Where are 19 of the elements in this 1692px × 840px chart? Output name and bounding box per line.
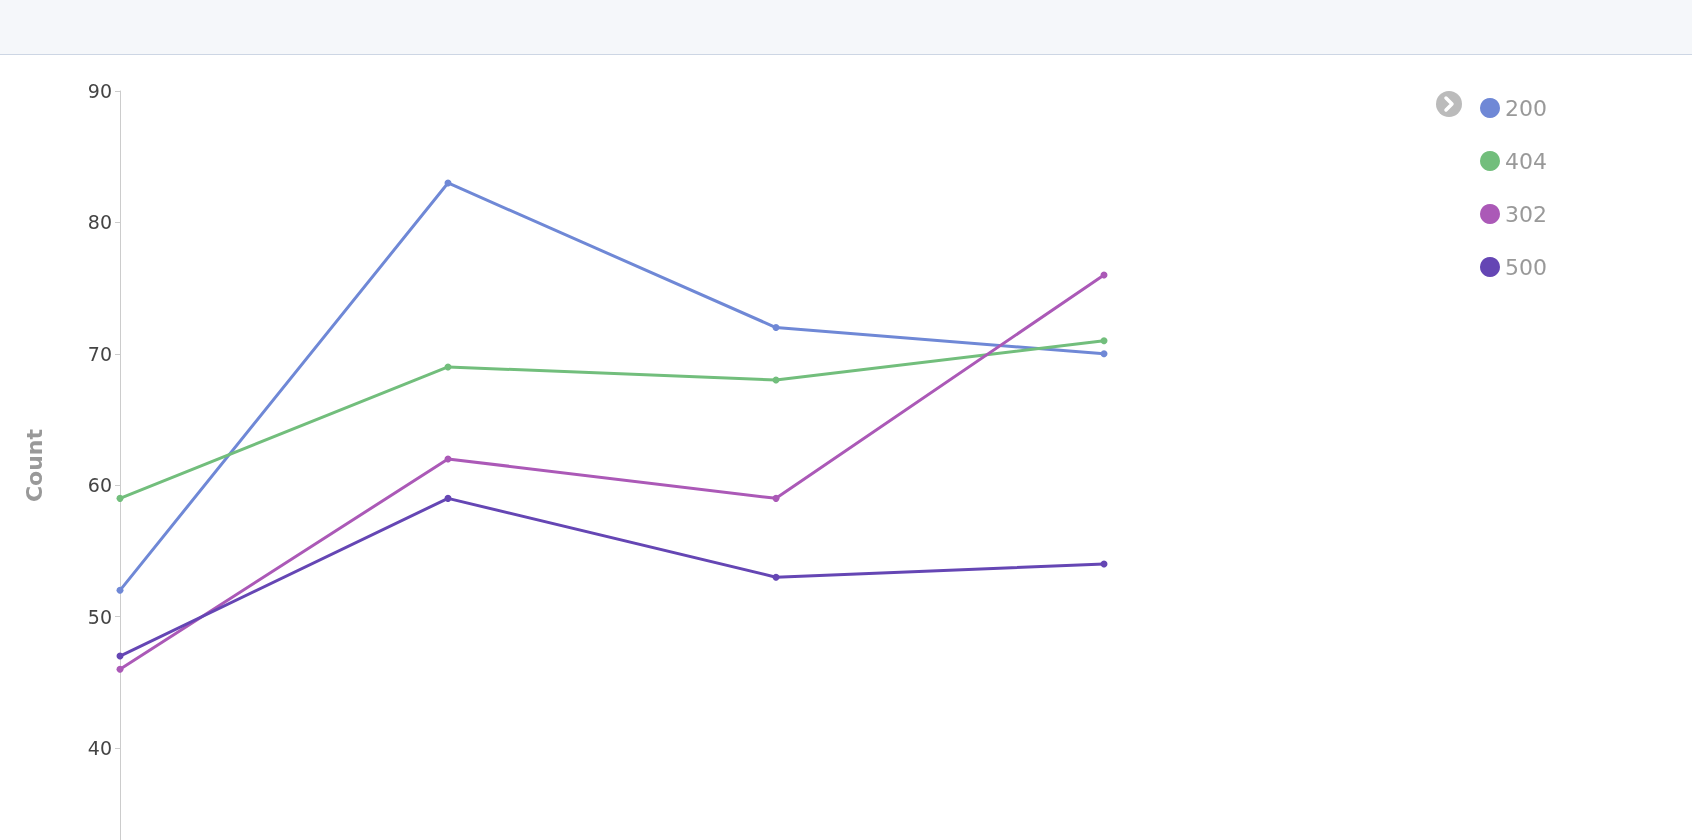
point <box>116 494 124 502</box>
legend-label: 200 <box>1505 95 1547 121</box>
y-tick-label: 40 <box>87 737 112 760</box>
point <box>444 494 452 502</box>
point <box>116 586 124 594</box>
y-tick-label: 50 <box>87 605 112 628</box>
y-tick-label: 70 <box>87 342 112 365</box>
point <box>772 324 780 332</box>
y-tick-label: 90 <box>87 80 112 102</box>
y-tick-label: 80 <box>87 211 112 234</box>
legend-label: 404 <box>1505 148 1547 174</box>
y-tick-label: 60 <box>87 474 112 497</box>
y-axis-title: Count <box>21 428 47 503</box>
point <box>772 494 780 502</box>
point <box>772 573 780 581</box>
legend-label: 500 <box>1505 254 1547 280</box>
legend-label: 302 <box>1505 201 1547 227</box>
point <box>1100 350 1108 358</box>
point <box>1100 337 1108 345</box>
